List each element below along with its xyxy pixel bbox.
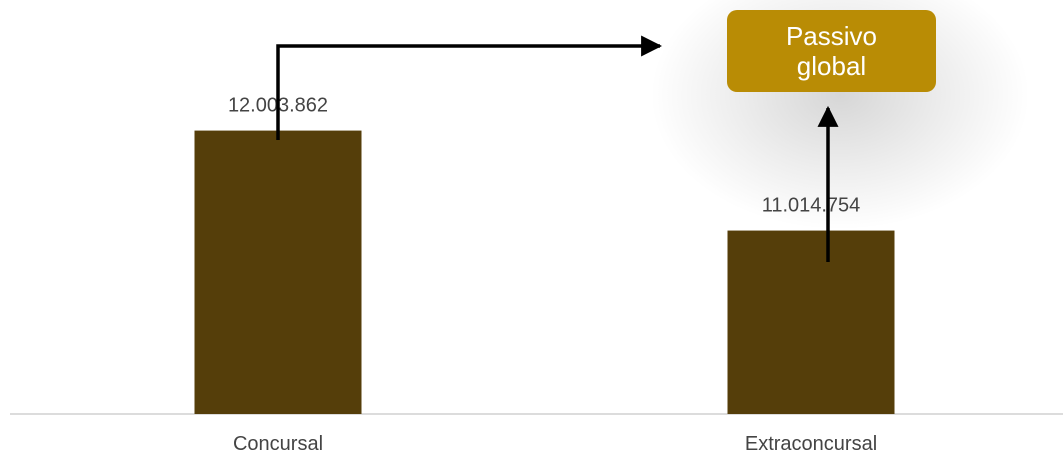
x-tick-label-concursal: Concursal xyxy=(233,433,323,455)
passivo-global-callout: Passivo global xyxy=(727,10,936,92)
callout-text-line2: global xyxy=(796,51,867,81)
x-tick-label-extraconcursal: Extraconcursal xyxy=(745,433,877,455)
arrow-concursal-to-total xyxy=(276,35,663,140)
data-label-extraconcursal: 11.014.754 xyxy=(762,195,861,217)
callout-text-line1: Passivo xyxy=(785,21,878,51)
bar-concursal xyxy=(194,130,362,415)
bar-extraconcursal xyxy=(727,230,895,414)
